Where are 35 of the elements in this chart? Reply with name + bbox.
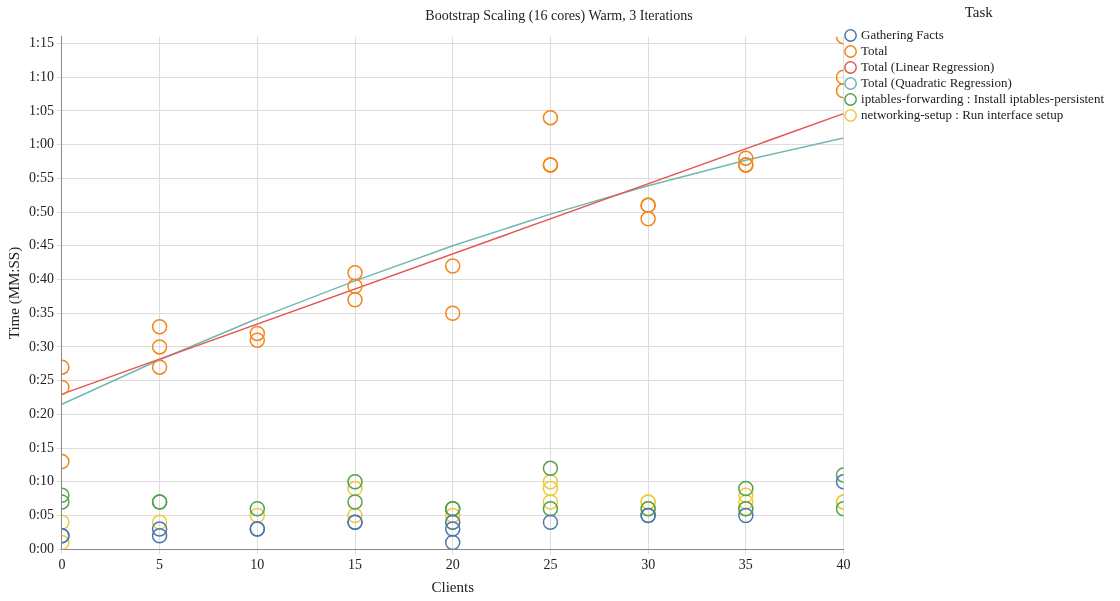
y-tick-label: 0:15	[29, 439, 54, 455]
y-tick-label: 1:00	[29, 136, 54, 152]
y-axis-title: Time (MM:SS)	[5, 246, 23, 340]
legend-label: Gathering Facts	[861, 26, 944, 42]
y-tick-label: 0:00	[29, 540, 54, 556]
y-tick-label: 0:20	[29, 406, 54, 422]
legend-label: Total (Linear Regression)	[861, 58, 995, 74]
y-tick-label: 0:10	[29, 473, 54, 489]
y-tick-label: 0:50	[29, 203, 54, 219]
x-tick-label: 5	[156, 557, 164, 573]
legend-label: Total (Quadratic Regression)	[861, 74, 1012, 90]
x-tick-label: 0	[58, 557, 66, 573]
y-tick-label: 0:40	[29, 271, 54, 287]
y-tick-label: 0:05	[29, 507, 54, 523]
x-axis-title: Clients	[431, 578, 475, 595]
y-tick-label: 0:25	[29, 372, 54, 388]
x-tick-label: 35	[738, 557, 753, 573]
x-tick-label: 10	[250, 557, 265, 573]
legend-label: networking-setup : Run interface setup	[861, 106, 1064, 122]
y-tick-label: 0:45	[29, 237, 54, 253]
x-tick-label: 15	[348, 557, 363, 573]
y-tick-label: 0:30	[29, 338, 54, 354]
y-tick-label: 0:55	[29, 170, 54, 186]
chart-title: Bootstrap Scaling (16 cores) Warm, 3 Iterations	[425, 8, 693, 25]
x-tick-label: 40	[836, 557, 851, 573]
y-tick-label: 1:10	[29, 68, 54, 84]
y-tick-label: 0:35	[29, 304, 54, 320]
legend-label: Total	[861, 42, 888, 58]
y-tick-label: 1:05	[29, 102, 54, 118]
legend-title: Task	[964, 4, 994, 21]
y-tick-label: 1:15	[29, 35, 54, 51]
x-tick-label: 20	[445, 557, 460, 573]
x-tick-label: 25	[543, 557, 558, 573]
x-tick-label: 30	[641, 557, 656, 573]
legend-label: iptables-forwarding : Install iptables-persistent	[861, 90, 1105, 106]
